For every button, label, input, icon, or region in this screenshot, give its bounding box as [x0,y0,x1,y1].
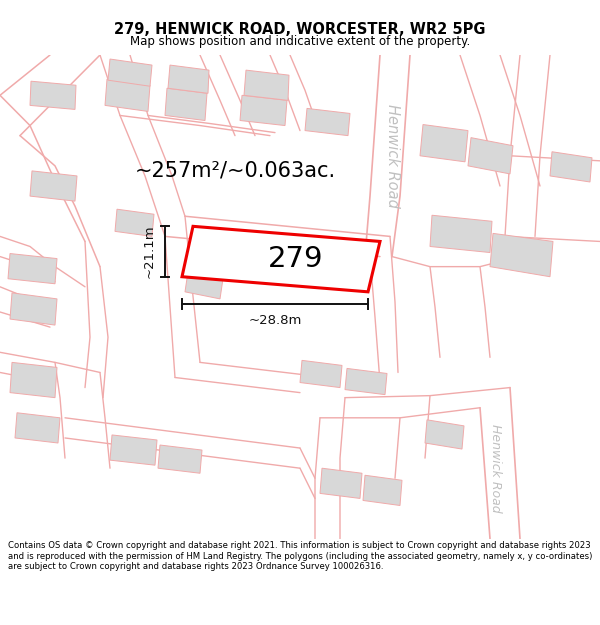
Polygon shape [30,81,76,109]
Polygon shape [425,420,464,449]
Text: ~257m²/~0.063ac.: ~257m²/~0.063ac. [134,161,335,181]
Polygon shape [182,226,380,292]
Polygon shape [468,138,513,174]
Text: Henwick Road: Henwick Road [490,424,503,512]
Polygon shape [158,445,202,473]
Polygon shape [345,368,387,394]
Polygon shape [30,171,77,201]
Polygon shape [240,95,287,126]
Text: 279, HENWICK ROAD, WORCESTER, WR2 5PG: 279, HENWICK ROAD, WORCESTER, WR2 5PG [114,22,486,38]
Polygon shape [10,293,57,325]
Polygon shape [8,254,57,284]
Polygon shape [490,233,553,277]
Polygon shape [430,215,492,252]
Polygon shape [215,246,257,277]
Polygon shape [110,435,157,465]
Polygon shape [15,412,60,443]
Polygon shape [258,254,297,282]
Text: ~21.1m: ~21.1m [143,225,155,278]
Polygon shape [168,65,209,93]
Polygon shape [420,124,468,162]
Polygon shape [10,362,57,398]
Polygon shape [244,70,289,101]
Text: ~28.8m: ~28.8m [248,314,302,326]
Text: Map shows position and indicative extent of the property.: Map shows position and indicative extent… [130,35,470,48]
Text: Henwick Road: Henwick Road [386,104,401,208]
Polygon shape [320,468,362,499]
Polygon shape [105,79,150,111]
Polygon shape [165,88,207,121]
Polygon shape [363,475,402,506]
Text: Contains OS data © Crown copyright and database right 2021. This information is : Contains OS data © Crown copyright and d… [8,541,592,571]
Polygon shape [550,152,592,182]
Polygon shape [108,59,152,86]
Text: 279: 279 [268,245,323,273]
Polygon shape [185,272,223,299]
Polygon shape [115,209,154,236]
Polygon shape [305,108,350,136]
Polygon shape [300,361,342,388]
